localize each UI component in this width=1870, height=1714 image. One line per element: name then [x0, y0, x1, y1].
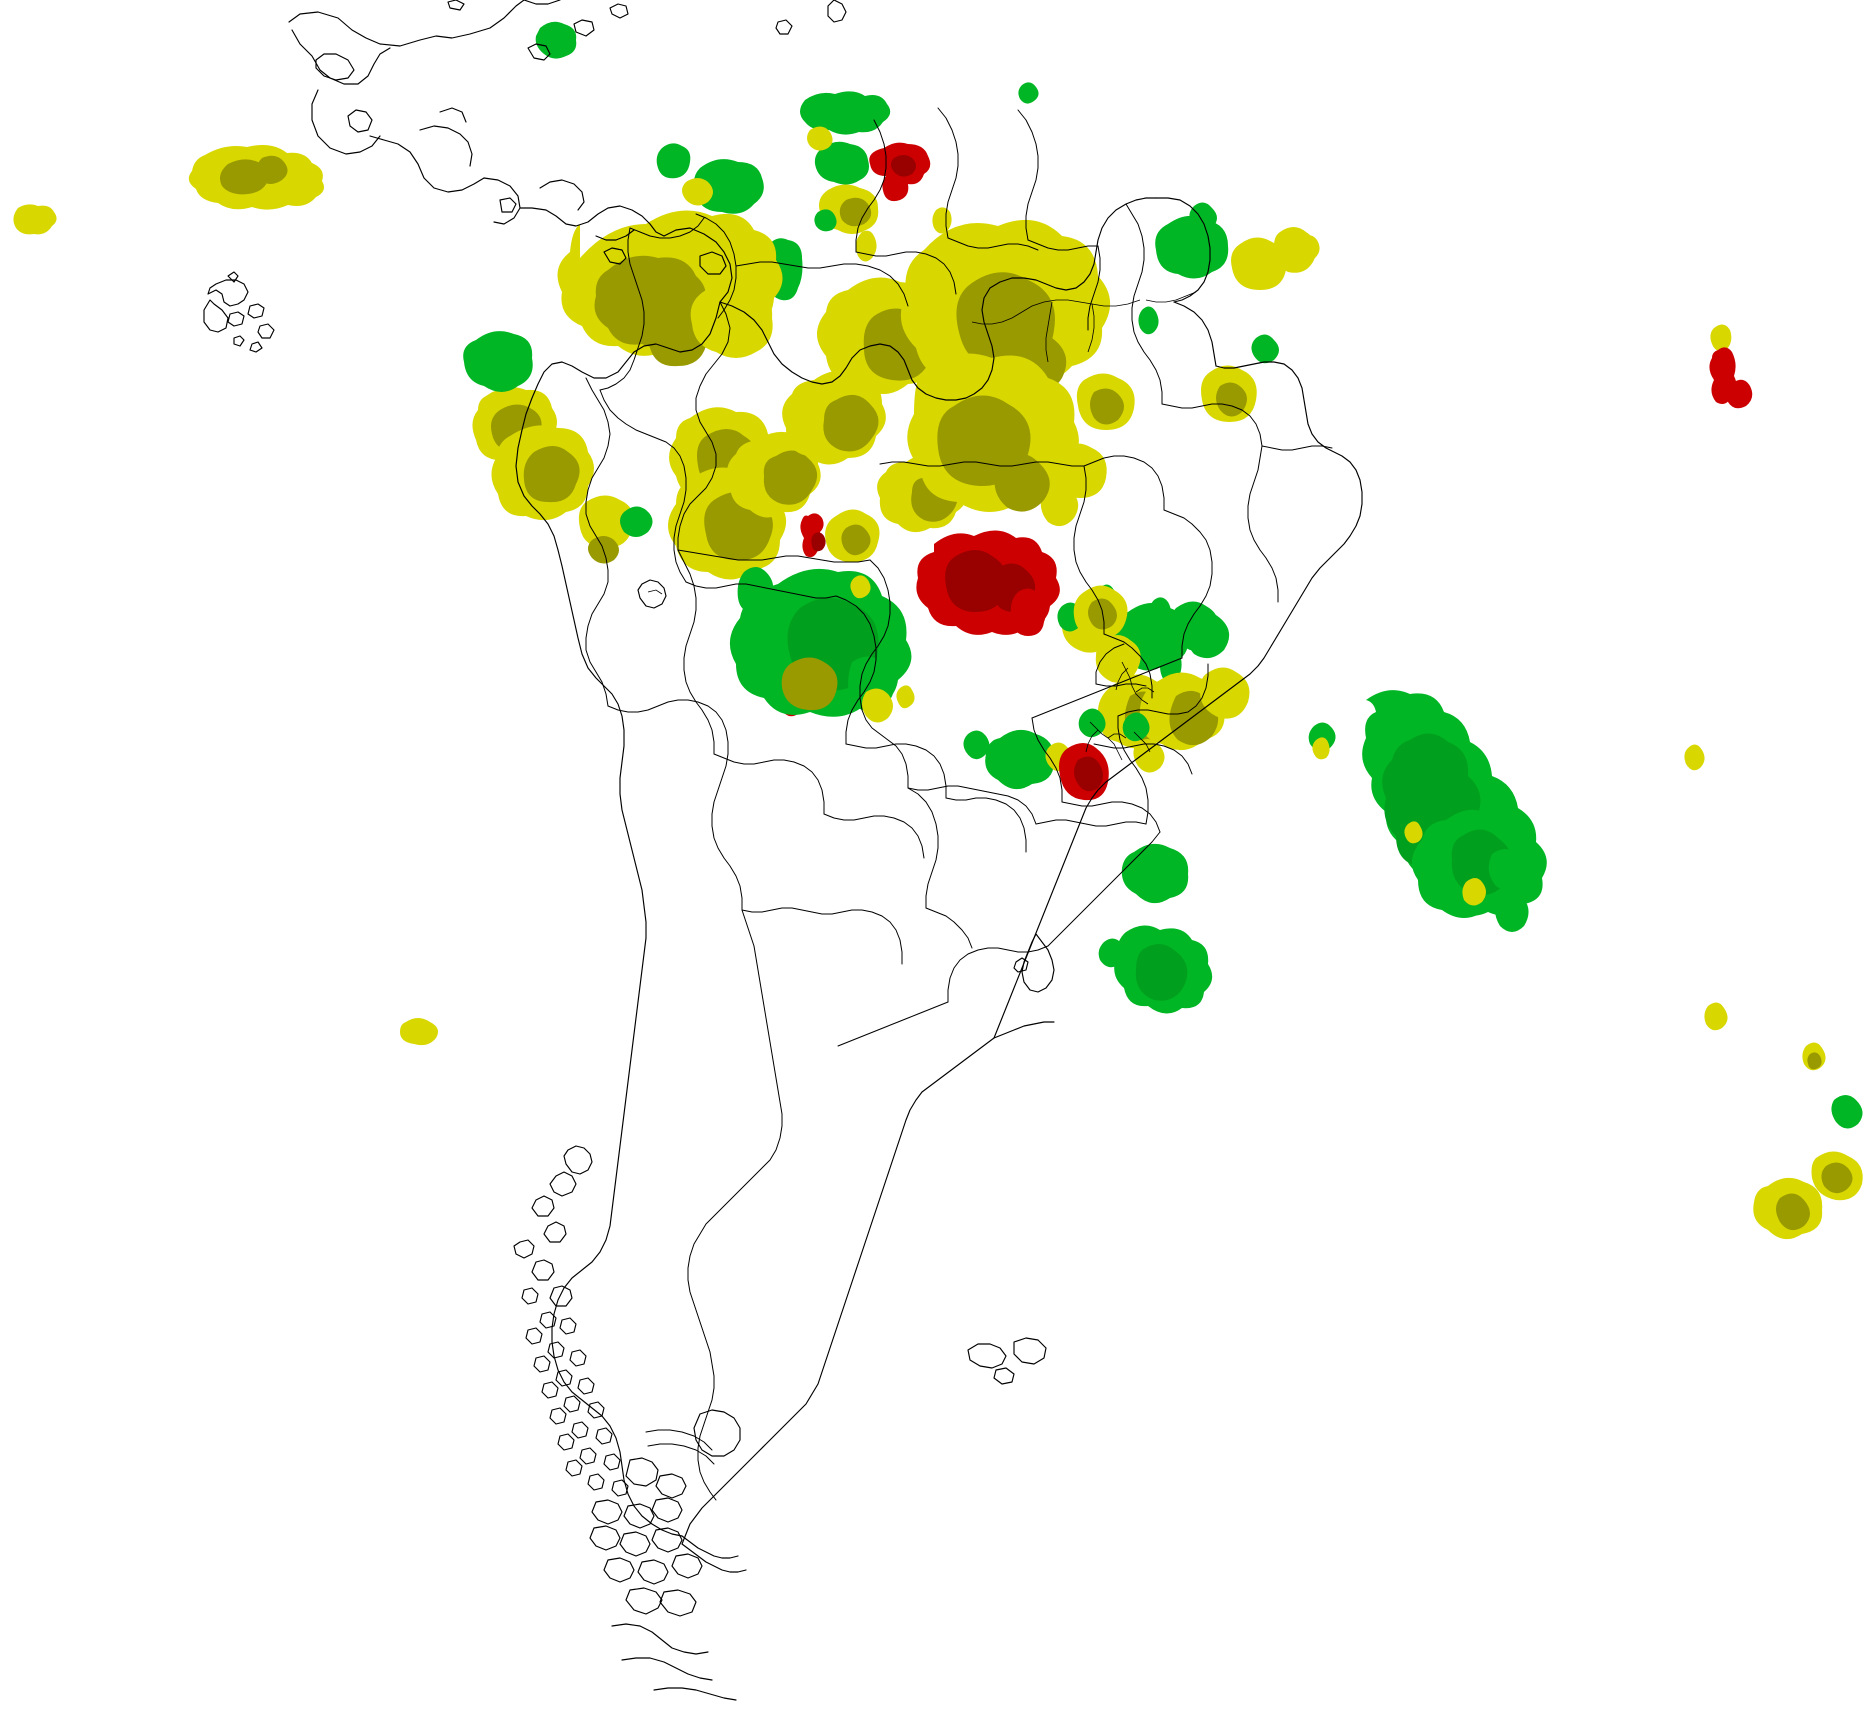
central-america-coast	[288, 0, 733, 303]
intensity-layer	[13, 21, 1863, 1240]
galapagos-islands	[203, 271, 275, 353]
far-se-atlantic	[1684, 744, 1863, 1240]
caribbean-small-islands	[775, 0, 847, 35]
south-america-coastline	[515, 197, 1363, 1573]
geography-layer	[203, 0, 1363, 1701]
river-network	[1085, 661, 1155, 761]
mgs-green	[729, 567, 915, 723]
west-amazon-yellow	[463, 210, 783, 564]
falkland-islands	[967, 1337, 1047, 1385]
southeast-brazil-group	[963, 584, 1336, 801]
central-amazon-yellow	[668, 277, 1115, 653]
south-atlantic-green	[1098, 690, 1547, 1014]
country-borders	[585, 107, 1333, 1501]
patagonia-archipelago	[513, 1145, 741, 1701]
pacific-yellow-group	[13, 145, 324, 235]
south-pacific-patch	[400, 1018, 438, 1046]
northeast-brazil-yellow	[900, 202, 1753, 512]
